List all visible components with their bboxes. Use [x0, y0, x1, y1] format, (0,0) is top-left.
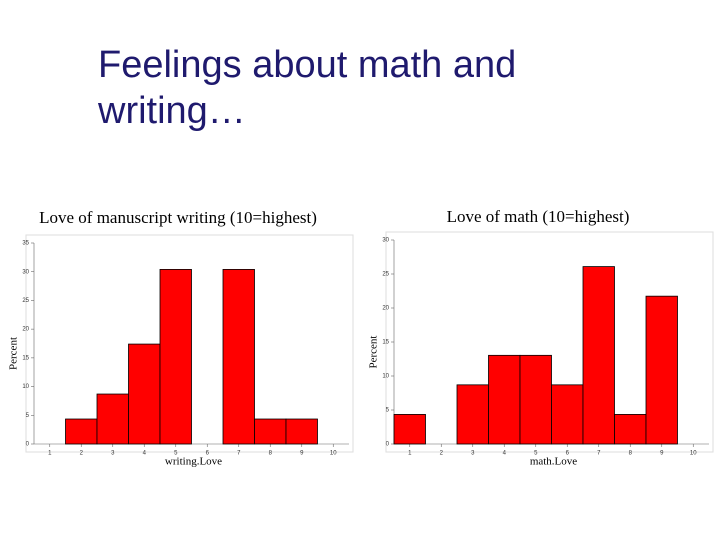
chart-title: Love of math (10=highest)	[447, 207, 630, 226]
plot-frame	[25, 234, 354, 453]
y-tick-label: 30	[22, 269, 29, 275]
y-axis-label: Percent	[368, 336, 380, 369]
bar	[128, 343, 161, 445]
x-tick-label: 5	[534, 451, 538, 457]
x-axis-label: math.Love	[530, 456, 577, 468]
x-tick-label: 9	[660, 451, 664, 457]
x-tick-label: 6	[206, 451, 210, 457]
y-tick-label: 20	[382, 306, 389, 312]
y-tick-label: 25	[382, 272, 389, 278]
x-tick-label: 4	[503, 451, 507, 457]
y-tick-label: 15	[382, 340, 389, 346]
bar	[519, 354, 552, 445]
plot-frame	[385, 231, 714, 453]
y-tick-label: 0	[386, 442, 390, 448]
x-tick-label: 2	[80, 451, 84, 457]
y-tick-label: 10	[22, 384, 29, 390]
bar	[488, 354, 521, 445]
x-tick-label: 6	[566, 451, 570, 457]
y-tick-label: 5	[386, 408, 390, 414]
y-tick-label: 35	[22, 241, 29, 247]
chart-title: Love of manuscript writing (10=highest)	[39, 208, 317, 227]
y-tick-label: 25	[22, 298, 29, 304]
x-tick-label: 7	[237, 451, 241, 457]
slide-title: Feelings about math and writing…	[98, 44, 517, 132]
y-tick-label: 15	[22, 355, 29, 361]
x-tick-label: 5	[174, 451, 178, 457]
bar	[65, 418, 98, 445]
bar	[614, 414, 647, 445]
y-axis-label: Percent	[8, 337, 20, 370]
x-tick-label: 3	[471, 451, 475, 457]
x-tick-label: 10	[330, 451, 337, 457]
y-tick-label: 5	[26, 413, 30, 419]
x-tick-label: 1	[408, 451, 412, 457]
bar	[285, 418, 318, 445]
bar	[551, 384, 584, 445]
bar	[456, 384, 489, 445]
bar	[222, 269, 255, 445]
x-tick-label: 8	[629, 451, 633, 457]
x-tick-label: 4	[143, 451, 147, 457]
x-tick-label: 7	[597, 451, 601, 457]
bar	[582, 266, 615, 445]
bar	[159, 269, 192, 445]
x-axis-label: writing.Love	[165, 456, 222, 468]
x-tick-label: 9	[300, 451, 304, 457]
x-tick-label: 1	[48, 451, 52, 457]
bar	[645, 295, 678, 445]
bar	[96, 393, 129, 445]
y-tick-label: 20	[22, 327, 29, 333]
y-tick-label: 10	[382, 374, 389, 380]
bar	[393, 414, 426, 445]
y-tick-label: 0	[26, 442, 30, 448]
x-tick-label: 3	[111, 451, 115, 457]
y-tick-label: 30	[382, 238, 389, 244]
bar	[254, 418, 287, 445]
x-tick-label: 2	[440, 451, 444, 457]
x-tick-label: 8	[269, 451, 273, 457]
x-tick-label: 10	[690, 451, 697, 457]
